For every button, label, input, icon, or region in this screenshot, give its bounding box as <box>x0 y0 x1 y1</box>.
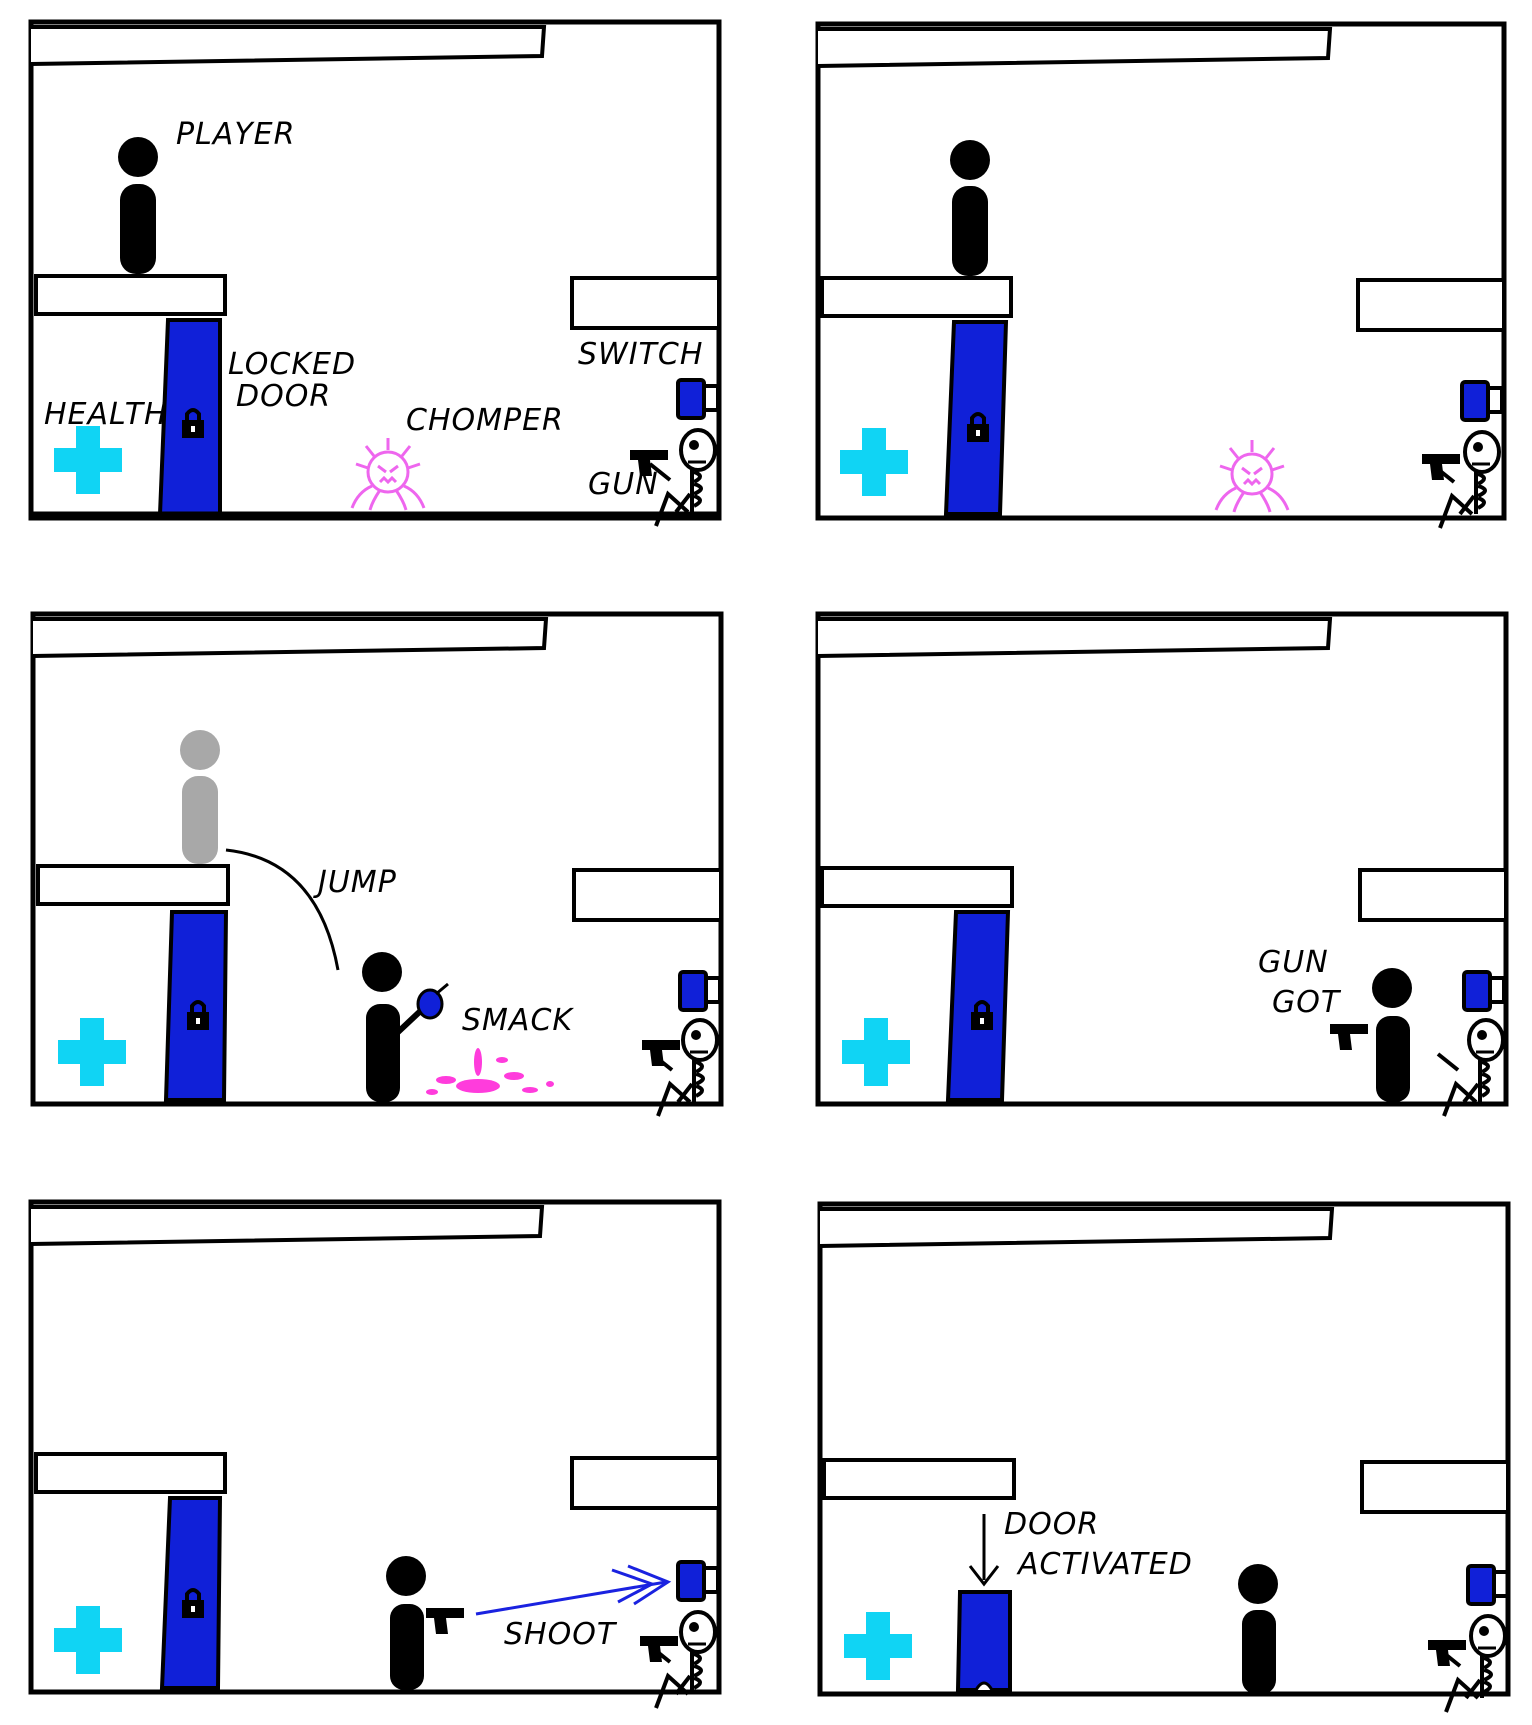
upper-platform <box>822 1458 1016 1500</box>
panel-1: PLAYER LOCKED DOOR HEALTH CHOMPER SWITCH… <box>28 19 722 528</box>
upper-platform <box>820 276 1013 318</box>
right-platform <box>570 276 721 330</box>
label-locked-2: DOOR <box>236 379 331 414</box>
jump-arc <box>225 848 340 971</box>
locked-door <box>945 910 1011 1102</box>
ceiling-ledge <box>817 27 1333 68</box>
down-arrow-icon <box>968 1514 1000 1587</box>
panel-3: JUMP SMACK <box>30 611 724 1118</box>
panel-4: GUN GOT <box>815 611 1509 1118</box>
panel-frame <box>817 1201 1511 1697</box>
label-gun-got-1: GUN <box>1258 945 1329 980</box>
right-platform <box>1356 278 1506 332</box>
label-door-activated-2: ACTIVATED <box>1016 1547 1193 1582</box>
player-figure <box>1238 1564 1278 1694</box>
activated-door <box>955 1590 1012 1692</box>
lock-icon <box>974 1681 994 1691</box>
panel-5: SHOOT <box>28 1199 722 1710</box>
label-locked-1: LOCKED <box>228 347 356 382</box>
player-figure <box>386 1556 464 1690</box>
label-smack: SMACK <box>462 1003 574 1038</box>
right-platform <box>570 1456 721 1510</box>
locked-door <box>159 1496 223 1690</box>
right-platform <box>1358 868 1508 922</box>
label-switch: SWITCH <box>578 337 703 372</box>
upper-platform <box>34 1452 227 1494</box>
player-figure <box>118 137 158 274</box>
player-figure <box>950 140 990 276</box>
locked-door <box>163 910 229 1102</box>
label-jump: JUMP <box>313 865 397 900</box>
label-chomper: CHOMPER <box>406 403 564 438</box>
locked-door <box>943 320 1009 516</box>
label-shoot: SHOOT <box>504 1617 618 1652</box>
right-platform <box>572 868 723 922</box>
label-health: HEALTH <box>44 397 168 432</box>
bat-weapon <box>416 988 444 1020</box>
upper-platform <box>820 866 1014 908</box>
smack-splatter <box>426 1048 554 1095</box>
shot-trail <box>475 1564 672 1616</box>
ceiling-ledge <box>30 1205 545 1246</box>
locked-door <box>157 318 222 516</box>
ceiling-ledge <box>30 25 547 66</box>
ghost-player-figure <box>180 730 220 864</box>
panel-frame <box>28 1199 722 1695</box>
upper-platform <box>36 864 230 906</box>
label-player: PLAYER <box>176 117 295 152</box>
ceiling-ledge <box>817 617 1333 658</box>
ceiling-ledge <box>819 1207 1335 1248</box>
player-figure <box>1330 968 1412 1102</box>
upper-platform <box>34 274 227 316</box>
label-gun-got-2: GOT <box>1272 985 1342 1020</box>
panel-6: DOOR ACTIVATED <box>817 1201 1511 1714</box>
right-platform <box>1360 1460 1510 1514</box>
ceiling-ledge <box>32 617 549 658</box>
panel-2 <box>815 21 1507 530</box>
label-gun: GUN <box>588 467 659 502</box>
panel-frame <box>815 21 1507 521</box>
player-figure <box>362 952 449 1102</box>
label-door-activated-1: DOOR <box>1004 1507 1099 1542</box>
